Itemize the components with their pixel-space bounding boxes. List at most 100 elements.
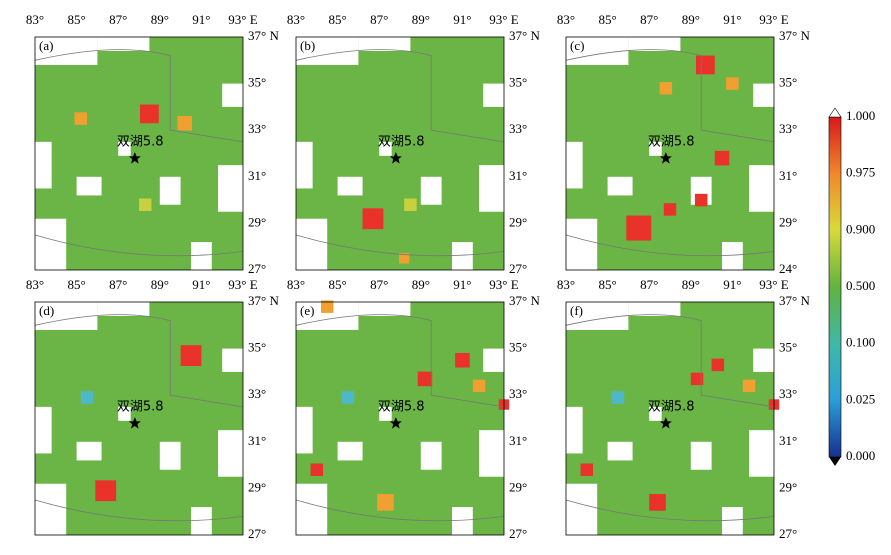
map-frame [34,36,244,271]
anomaly-cell [377,494,394,511]
no-data-area [35,141,52,189]
no-data-area [628,37,681,51]
no-data-area [753,348,774,372]
anomaly-cell [742,379,756,393]
anomaly-cell [398,253,410,264]
colorbar-tick-label: 0.900 [846,221,875,236]
map-panel: (a) 83° 85° 87° 89° 91° 93° E37° N 35° 33° 31° 29°… [26,12,280,276]
no-data-area [296,218,328,270]
epicenter-star [389,417,402,429]
colorbar [828,107,842,466]
longitude-label: 85° [67,277,85,292]
anomaly-cell [95,480,117,502]
longitude-label: 83° [557,12,575,27]
longitude-label: 87° [640,12,658,27]
latitude-label: 33° [509,121,527,136]
no-data-area [566,37,629,65]
no-data-area [420,176,442,205]
longitude-label: 87° [370,277,388,292]
no-data-area [420,441,442,470]
border-line [565,234,775,257]
longitude-label: 85° [67,12,85,27]
latitude-label: 31° [248,433,266,448]
no-data-area [118,141,131,156]
latitude-label: 29° [248,479,266,494]
map-panel: (b) 83° 85° 87° 89° 91° 93° E37° N 35° 33° 31° 29°… [287,12,541,276]
anomaly-cell [696,55,715,75]
map-panel: (f) 83° 85° 87° 89° 91° 93° E37° N 35° 33° 31° 29°… [557,277,811,541]
border-line [565,49,775,143]
longitude-label: 93° E [489,277,518,292]
longitude-label: 83° [557,277,575,292]
map-frame [34,301,244,536]
no-data-area [566,141,583,189]
map-background [296,37,504,270]
latitude-label: 24° [779,261,797,276]
latitude-label: 37° N [248,28,279,43]
latitude-label: 35° [248,340,266,355]
anomaly-cell [341,391,355,404]
no-data-area [159,441,181,470]
colorbar-tick-label: 0.000 [846,448,875,463]
epicenter-star [659,152,672,164]
no-data-area [479,430,504,477]
latitude-label: 37° N [248,293,279,308]
anomaly-cell [611,391,625,404]
longitude-label: 83° [26,277,44,292]
colorbar-tick-label: 0.100 [846,335,875,350]
no-data-area [222,348,243,372]
longitude-label: 93° E [489,12,518,27]
longitude-label: 89° [151,277,169,292]
anomaly-cell [472,379,486,393]
latitude-label: 37° N [779,293,810,308]
longitude-label: 83° [287,277,305,292]
latitude-label: 33° [248,121,266,136]
anomaly-cell [404,198,417,211]
epicenter-label: 双湖5.8 [378,400,425,415]
border-line [295,314,505,408]
anomaly-cell [694,193,708,207]
no-data-area [296,37,359,65]
map-background [35,302,243,535]
map-frame [295,36,505,271]
longitude-label: 93° E [759,277,788,292]
colorbar-tick-label: 1.000 [846,108,875,123]
latitude-label: 33° [779,121,797,136]
border-line [565,499,775,522]
map-background [566,37,774,270]
no-data-area [35,483,67,535]
longitude-label: 87° [109,12,127,27]
border-line [34,314,244,408]
no-data-area [358,302,411,316]
latitude-label: 31° [779,433,797,448]
longitude-label: 87° [109,277,127,292]
no-data-area [753,83,774,107]
anomaly-cell [455,352,470,368]
border-line [565,314,775,408]
longitude-label: 91° [723,277,741,292]
latitude-label: 35° [509,340,527,355]
longitude-label: 83° [287,12,305,27]
longitude-label: 85° [328,277,346,292]
no-data-area [749,430,774,477]
no-data-area [191,507,212,535]
map-frame [565,36,775,271]
no-data-area [222,83,243,107]
latitude-label: 27° [248,261,266,276]
no-data-area [337,441,363,461]
longitude-label: 91° [453,12,471,27]
no-data-area [479,165,504,212]
anomaly-cell [362,208,384,230]
anomaly-cell [139,198,152,211]
no-data-area [118,406,131,421]
anomaly-cell [74,112,87,125]
no-data-area [628,302,681,316]
epicenter-label: 双湖5.8 [378,135,425,150]
border-line [34,499,244,522]
longitude-label: 93° E [759,12,788,27]
map-frame [295,301,505,536]
latitude-label: 35° [779,75,797,90]
longitude-label: 89° [412,277,430,292]
longitude-label: 85° [598,12,616,27]
